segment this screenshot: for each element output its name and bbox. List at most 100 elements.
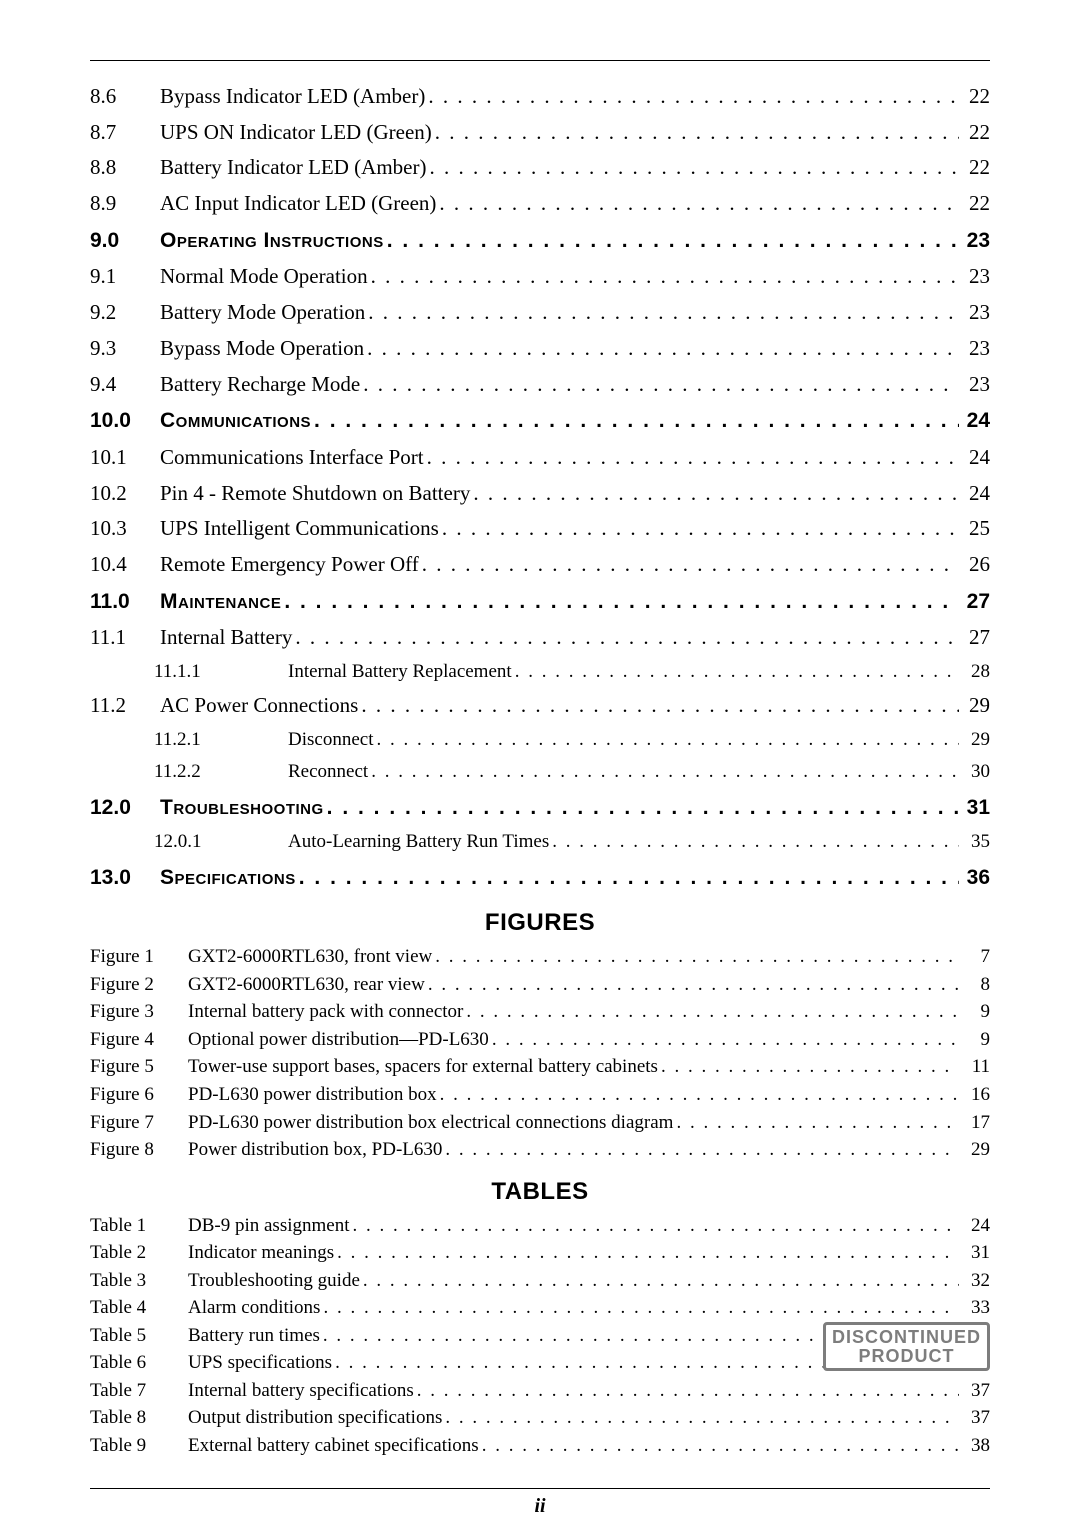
table-page: 32	[962, 1267, 990, 1295]
toc-leader	[473, 476, 959, 512]
toc-leader	[368, 295, 959, 331]
table-row: Table 7Internal battery specifications37	[90, 1377, 990, 1405]
table-row: Table 9External battery cabinet specific…	[90, 1432, 990, 1460]
figure-label: Figure 6	[90, 1081, 188, 1109]
toc-number: 11.2.2	[90, 756, 288, 788]
toc-title: Maintenance	[160, 584, 281, 620]
toc-leader	[442, 511, 959, 547]
table-leader	[353, 1212, 960, 1240]
toc-row: 9.2Battery Mode Operation23	[90, 295, 990, 331]
table-label: Table 5	[90, 1322, 188, 1350]
toc-title: Internal Battery Replacement	[288, 656, 512, 688]
toc-leader	[439, 186, 959, 222]
toc-page: 23	[962, 295, 990, 331]
table-leader	[445, 1404, 959, 1432]
toc-page: 22	[962, 79, 990, 115]
toc-number: 9.0	[90, 223, 160, 259]
toc-title: Remote Emergency Power Off	[160, 547, 419, 583]
toc-page: 24	[962, 403, 990, 439]
toc-title: Normal Mode Operation	[160, 259, 368, 295]
table-title: DB-9 pin assignment	[188, 1212, 350, 1240]
toc-leader	[284, 584, 959, 620]
figure-page: 29	[962, 1136, 990, 1164]
toc-page: 24	[962, 440, 990, 476]
toc-page: 22	[962, 150, 990, 186]
figure-row: Figure 5Tower-use support bases, spacers…	[90, 1053, 990, 1081]
toc-row: 11.1Internal Battery27	[90, 620, 990, 656]
figure-page: 9	[962, 1026, 990, 1054]
table-leader	[323, 1294, 959, 1322]
discontinued-stamp: DISCONTINUED PRODUCT	[823, 1322, 990, 1371]
toc-page: 22	[962, 186, 990, 222]
tables-heading: TABLES	[90, 1178, 990, 1206]
table-of-contents: 8.6Bypass Indicator LED (Amber)228.7UPS …	[90, 79, 990, 895]
figures-heading: FIGURES	[90, 909, 990, 937]
figure-leader	[435, 943, 959, 971]
table-page: 37	[962, 1377, 990, 1405]
toc-title: Battery Mode Operation	[160, 295, 365, 331]
toc-number: 8.8	[90, 150, 160, 186]
figure-label: Figure 1	[90, 943, 188, 971]
toc-row: 8.6Bypass Indicator LED (Amber)22	[90, 79, 990, 115]
table-title: External battery cabinet specifications	[188, 1432, 479, 1460]
toc-row: 9.3Bypass Mode Operation23	[90, 331, 990, 367]
toc-leader	[387, 223, 959, 259]
toc-leader	[371, 259, 959, 295]
page-number: ii	[90, 1495, 990, 1518]
toc-title: Battery Indicator LED (Amber)	[160, 150, 426, 186]
toc-leader	[422, 547, 959, 583]
toc-title: Bypass Mode Operation	[160, 331, 364, 367]
toc-leader	[314, 403, 959, 439]
toc-page: 36	[962, 860, 990, 896]
toc-title: Operating Instructions	[160, 223, 384, 259]
toc-page: 27	[962, 584, 990, 620]
toc-number: 13.0	[90, 860, 160, 896]
table-title: Internal battery specifications	[188, 1377, 414, 1405]
toc-leader	[327, 790, 959, 826]
toc-number: 8.7	[90, 115, 160, 151]
figure-leader	[466, 998, 959, 1026]
toc-page: 23	[962, 331, 990, 367]
toc-row: 13.0Specifications36	[90, 860, 990, 896]
table-label: Table 8	[90, 1404, 188, 1432]
toc-leader	[299, 860, 959, 896]
toc-number: 10.4	[90, 547, 160, 583]
table-label: Table 4	[90, 1294, 188, 1322]
toc-leader	[367, 331, 959, 367]
top-rule	[90, 60, 990, 61]
toc-title: Communications Interface Port	[160, 440, 424, 476]
toc-page: 27	[962, 620, 990, 656]
toc-row: 11.2AC Power Connections29	[90, 688, 990, 724]
toc-leader	[515, 656, 959, 688]
toc-leader	[427, 440, 959, 476]
toc-leader	[428, 79, 959, 115]
figure-leader	[492, 1026, 959, 1054]
table-leader	[337, 1239, 959, 1267]
table-title: Output distribution specifications	[188, 1404, 442, 1432]
toc-number: 11.0	[90, 584, 160, 620]
figure-row: Figure 3Internal battery pack with conne…	[90, 998, 990, 1026]
table-page: 38	[962, 1432, 990, 1460]
toc-row: 10.3UPS Intelligent Communications25	[90, 511, 990, 547]
table-label: Table 9	[90, 1432, 188, 1460]
toc-title: Troubleshooting	[160, 790, 324, 826]
figure-label: Figure 2	[90, 971, 188, 999]
toc-page: 28	[962, 656, 990, 688]
figure-label: Figure 7	[90, 1109, 188, 1137]
toc-leader	[371, 756, 959, 788]
toc-leader	[361, 688, 959, 724]
toc-number: 8.9	[90, 186, 160, 222]
toc-row: 10.2Pin 4 - Remote Shutdown on Battery24	[90, 476, 990, 512]
toc-page: 23	[962, 367, 990, 403]
figure-row: Figure 8Power distribution box, PD-L6302…	[90, 1136, 990, 1164]
table-row: Table 2Indicator meanings31	[90, 1239, 990, 1267]
toc-row: 12.0Troubleshooting31	[90, 790, 990, 826]
toc-title: Communications	[160, 403, 311, 439]
table-row: Table 8Output distribution specification…	[90, 1404, 990, 1432]
toc-page: 25	[962, 511, 990, 547]
toc-row: 9.0Operating Instructions23	[90, 223, 990, 259]
toc-title: Internal Battery	[160, 620, 292, 656]
toc-title: Disconnect	[288, 724, 373, 756]
table-page: 31	[962, 1239, 990, 1267]
figure-title: PD-L630 power distribution box	[188, 1081, 437, 1109]
